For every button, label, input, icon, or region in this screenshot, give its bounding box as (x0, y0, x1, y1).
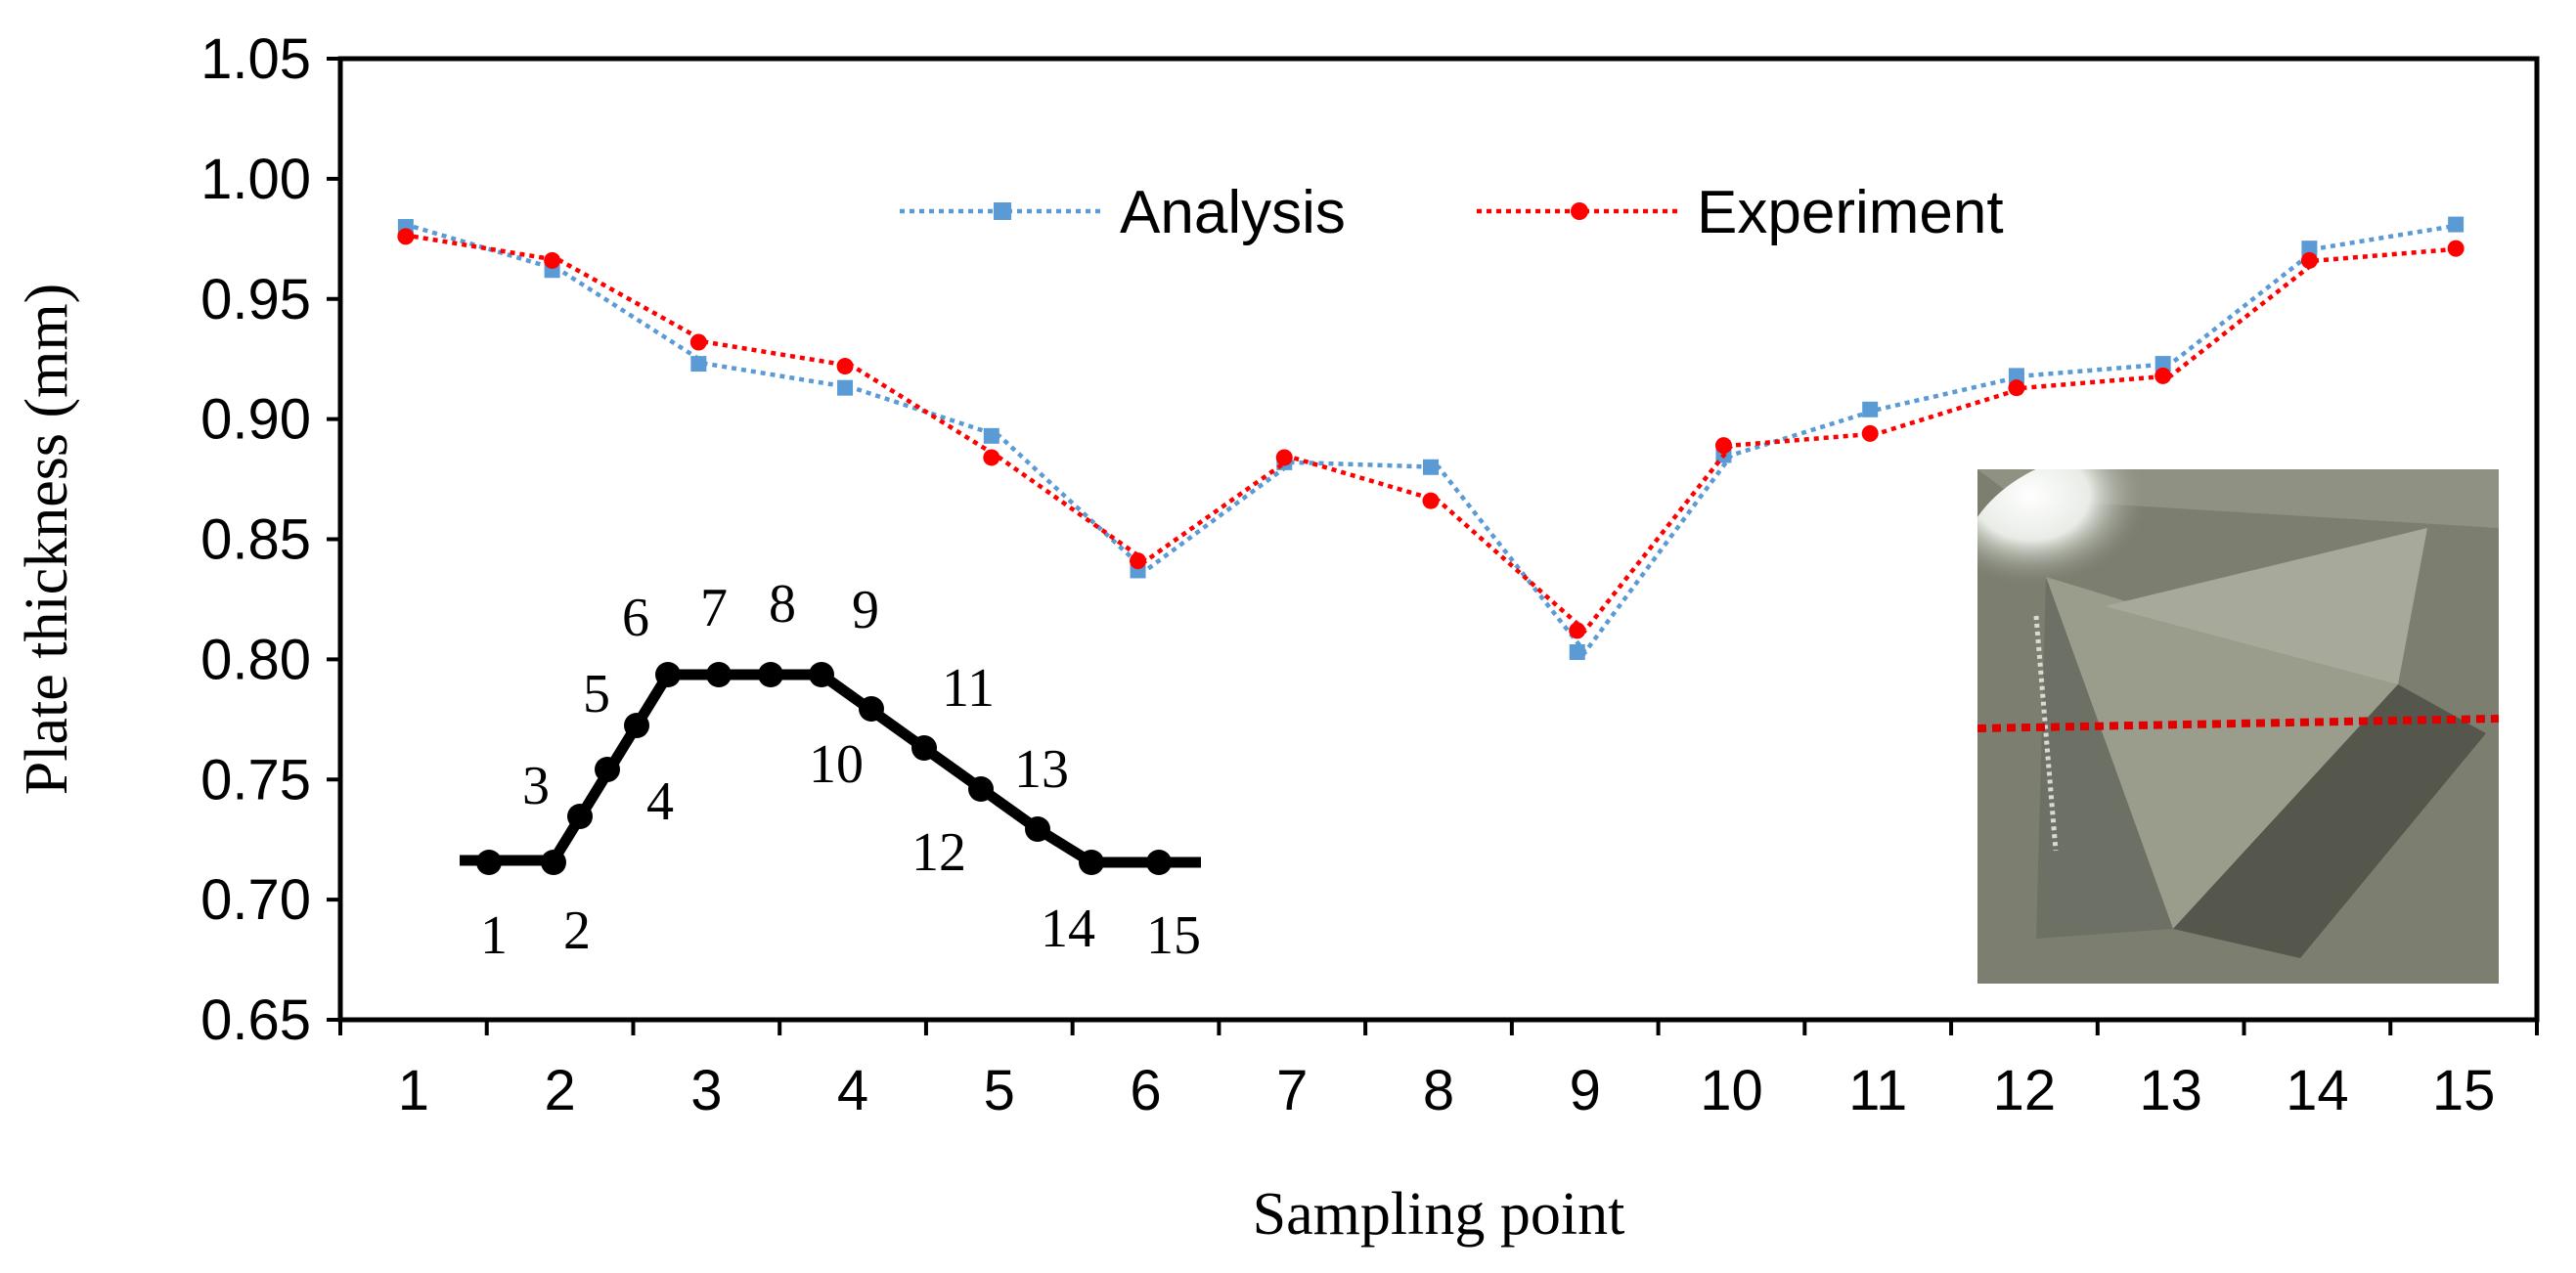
profile-point-label: 8 (769, 574, 796, 635)
data-point (2008, 368, 2024, 384)
profile-point-label: 6 (622, 588, 649, 648)
x-tick-label: 3 (690, 1059, 722, 1122)
data-point (397, 228, 415, 245)
legend-item-experiment: Experiment (1477, 179, 2004, 246)
legend-marker (994, 202, 1011, 220)
data-point (983, 427, 999, 444)
y-tick-label: 0.95 (200, 268, 311, 331)
data-point (2008, 379, 2025, 397)
data-point (2448, 216, 2465, 233)
profile-point (758, 662, 783, 687)
x-tick-label: 15 (2432, 1059, 2496, 1122)
data-point (2300, 251, 2318, 269)
x-tick-label: 8 (1423, 1059, 1454, 1122)
legend-item-analysis: Analysis (900, 179, 1346, 246)
y-tick-label: 0.80 (200, 628, 311, 691)
legend-marker (1571, 202, 1588, 220)
data-point (1569, 622, 1586, 639)
inset-photo (1977, 469, 2499, 984)
data-point (689, 333, 707, 351)
profile-point-label: 2 (563, 900, 591, 961)
data-point (1275, 449, 1293, 466)
x-tick-label: 1 (398, 1059, 429, 1122)
y-tick-label: 0.90 (200, 388, 311, 452)
data-point (1569, 644, 1585, 661)
data-point (1714, 437, 1732, 455)
profile-point (968, 776, 994, 802)
profile-point-label: 10 (809, 734, 864, 795)
x-tick-label: 13 (2139, 1059, 2202, 1122)
y-tick-label: 0.65 (200, 988, 311, 1052)
x-tick-label: 7 (1276, 1059, 1308, 1122)
profile-point (859, 696, 884, 722)
photo-highlight (1977, 469, 2290, 704)
profile-point (911, 735, 937, 761)
profile-point (655, 662, 681, 687)
x-tick-label: 4 (837, 1059, 868, 1122)
x-tick-label: 2 (544, 1059, 575, 1122)
x-tick-label: 12 (1993, 1059, 2057, 1122)
profile-point (595, 757, 620, 782)
data-point (1130, 552, 1147, 570)
data-point (2301, 241, 2318, 257)
profile-point-label: 3 (522, 756, 550, 816)
profile-point (1146, 850, 1172, 875)
data-point (1422, 492, 1440, 509)
profile-point-label: 15 (1146, 905, 1201, 966)
profile-point-label: 7 (700, 578, 728, 638)
data-point (837, 379, 854, 396)
profile-point (567, 804, 593, 829)
profile-point-label: 9 (852, 580, 879, 640)
photo-scribe-line (2033, 615, 2059, 852)
data-point (2447, 240, 2465, 257)
y-axis-title: Plate thickness (mm) (14, 284, 80, 795)
profile-point (1079, 850, 1104, 875)
profile-point (1025, 816, 1050, 842)
data-point (1862, 401, 1879, 417)
x-tick-label: 5 (984, 1059, 1015, 1122)
data-point (1423, 459, 1439, 475)
data-point (2154, 356, 2171, 373)
profile-point-label: 1 (480, 905, 508, 966)
photo-facet (2173, 684, 2486, 958)
profile-point-label: 13 (1014, 739, 1069, 800)
y-tick-label: 1.00 (200, 148, 311, 211)
data-point (2154, 367, 2172, 384)
profile-point (541, 850, 566, 875)
profile-point-label: 5 (583, 664, 610, 724)
y-tick-label: 0.75 (200, 748, 311, 812)
profile-point (809, 662, 834, 687)
profile-point (624, 713, 649, 738)
data-point (983, 449, 1000, 466)
x-tick-label: 6 (1130, 1059, 1161, 1122)
data-point (690, 356, 707, 373)
data-point (836, 358, 854, 375)
data-point (544, 251, 561, 269)
x-tick-label: 14 (2286, 1059, 2349, 1122)
x-tick-label: 11 (1848, 1059, 1907, 1122)
profile-point (476, 850, 502, 875)
profile-point-label: 4 (646, 771, 674, 832)
profile-point-label: 11 (942, 658, 995, 719)
profile-point (706, 662, 732, 687)
data-point (1861, 424, 1879, 442)
x-tick-label: 9 (1570, 1059, 1601, 1122)
series-experiment (397, 228, 2465, 639)
y-tick-label: 1.05 (200, 27, 311, 91)
x-axis-title: Sampling point (1253, 1181, 1625, 1248)
x-tick-label: 10 (1700, 1059, 1763, 1122)
y-tick-label: 0.85 (200, 508, 311, 572)
profile-point-label: 14 (1041, 899, 1095, 959)
legend-label: Analysis (1120, 179, 1346, 246)
y-tick-label: 0.70 (200, 868, 311, 932)
legend-label: Experiment (1697, 179, 2004, 246)
profile-point-label: 12 (911, 822, 966, 883)
